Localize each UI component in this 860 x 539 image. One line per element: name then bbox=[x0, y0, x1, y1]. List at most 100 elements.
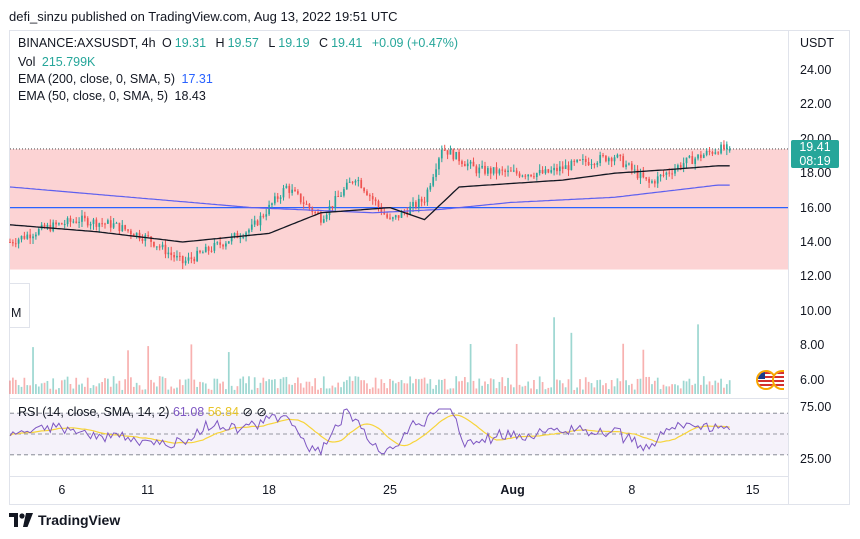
candle-body bbox=[107, 220, 109, 224]
candle-body bbox=[633, 169, 636, 171]
volume-bar bbox=[311, 386, 314, 394]
candle-body bbox=[271, 203, 273, 205]
volume-bar bbox=[325, 388, 328, 394]
rsi-pane-divider[interactable] bbox=[9, 398, 788, 399]
candle-body bbox=[155, 246, 158, 248]
candle-body bbox=[446, 150, 449, 155]
candle-body bbox=[501, 169, 504, 171]
volume-bar bbox=[130, 377, 132, 394]
ema50-legend[interactable]: EMA (50, close, 0, SMA, 5) 18.43 bbox=[18, 89, 206, 103]
volume-bar bbox=[619, 381, 622, 394]
volume-bar bbox=[409, 376, 412, 394]
rsi-legend[interactable]: RSI (14, close, SMA, 14, 2) 61.08 56.84 … bbox=[18, 405, 267, 419]
volume-bar bbox=[723, 387, 725, 394]
tradingview-brand: TradingView bbox=[38, 512, 121, 528]
volume-bar bbox=[613, 386, 616, 394]
candle-body bbox=[368, 195, 371, 197]
volume-bar bbox=[484, 381, 486, 394]
price-tick: 24.00 bbox=[800, 63, 832, 77]
candle-body bbox=[178, 255, 181, 257]
volume-bar bbox=[294, 382, 296, 394]
volume-bar bbox=[233, 389, 236, 394]
candle-body bbox=[317, 212, 319, 214]
volume-bar bbox=[651, 384, 653, 394]
symbol-label[interactable]: BINANCE:AXSUSDT, 4h bbox=[18, 36, 156, 50]
volume-bar bbox=[492, 379, 495, 394]
volume-bar bbox=[452, 388, 455, 394]
candle-body bbox=[20, 235, 23, 240]
candle-body bbox=[138, 232, 141, 239]
volume-bar bbox=[429, 379, 432, 394]
volume-bar bbox=[607, 389, 610, 394]
volume-bar bbox=[302, 387, 305, 394]
volume-bar bbox=[92, 385, 95, 394]
candle-body bbox=[43, 224, 46, 228]
candle-body bbox=[717, 152, 720, 154]
candle-body bbox=[605, 155, 607, 162]
candle-body bbox=[524, 175, 527, 177]
candle-body bbox=[682, 163, 685, 168]
volume-bar bbox=[688, 378, 691, 394]
volume-bar bbox=[230, 385, 233, 394]
candle-body bbox=[550, 170, 553, 173]
volume-bar bbox=[273, 379, 276, 394]
rsi-value: 61.08 bbox=[172, 405, 205, 419]
candle-body bbox=[426, 189, 429, 203]
candle-body bbox=[547, 169, 550, 173]
candle-body bbox=[366, 191, 368, 196]
volume-bar bbox=[153, 382, 155, 394]
candle-body bbox=[518, 173, 521, 177]
candle-body bbox=[561, 166, 564, 170]
candle-body bbox=[420, 198, 423, 202]
candle-body bbox=[711, 152, 714, 154]
volume-bar bbox=[567, 379, 570, 394]
candle-body bbox=[607, 158, 610, 162]
tradingview-footer[interactable]: TradingView bbox=[9, 512, 120, 528]
candle-body bbox=[636, 169, 639, 179]
volume-bar bbox=[412, 383, 414, 394]
volume-bar bbox=[147, 346, 150, 394]
volume-bar bbox=[345, 380, 348, 394]
volume-bar bbox=[245, 383, 247, 394]
volume-bar bbox=[348, 376, 351, 394]
candle-body bbox=[579, 159, 581, 161]
volume-bar bbox=[37, 386, 40, 394]
volume-bar bbox=[679, 388, 682, 394]
volume-bar bbox=[297, 377, 299, 394]
volume-legend[interactable]: Vol 215.799K bbox=[18, 55, 96, 69]
resistance-support-zone bbox=[10, 149, 788, 270]
volume-bar bbox=[556, 379, 558, 394]
volume-bar bbox=[590, 383, 593, 394]
candle-body bbox=[291, 189, 293, 193]
candle-body bbox=[593, 164, 596, 166]
currency-label[interactable]: USDT bbox=[800, 36, 835, 50]
us-flag-icon-2[interactable] bbox=[772, 370, 784, 390]
us-flag-icon[interactable] bbox=[756, 370, 776, 390]
volume-bar bbox=[121, 389, 124, 394]
volume-bar bbox=[579, 379, 581, 394]
candle-body bbox=[628, 163, 630, 165]
candle-body bbox=[679, 165, 682, 168]
candle-body bbox=[700, 154, 702, 158]
candle-body bbox=[98, 223, 101, 227]
time-axis-divider bbox=[9, 476, 788, 477]
volume-bar bbox=[213, 378, 216, 394]
volume-bar bbox=[265, 381, 268, 394]
candle-body bbox=[294, 189, 296, 192]
volume-bar bbox=[314, 378, 317, 394]
ema200-legend[interactable]: EMA (200, close, 0, SMA, 5) 17.31 bbox=[18, 72, 213, 86]
volume-bar bbox=[717, 382, 720, 394]
volume-bar bbox=[204, 383, 207, 394]
volume-bar bbox=[596, 380, 599, 394]
candle-body bbox=[58, 223, 60, 225]
candle-body bbox=[432, 177, 435, 186]
candle-body bbox=[158, 246, 161, 248]
volume-bar bbox=[317, 389, 319, 394]
volume-bar bbox=[524, 385, 527, 394]
candle-body bbox=[461, 161, 463, 165]
candle-body bbox=[204, 246, 207, 253]
volume-bar bbox=[403, 383, 406, 394]
volume-bar bbox=[605, 383, 607, 394]
candle-body bbox=[190, 257, 193, 259]
